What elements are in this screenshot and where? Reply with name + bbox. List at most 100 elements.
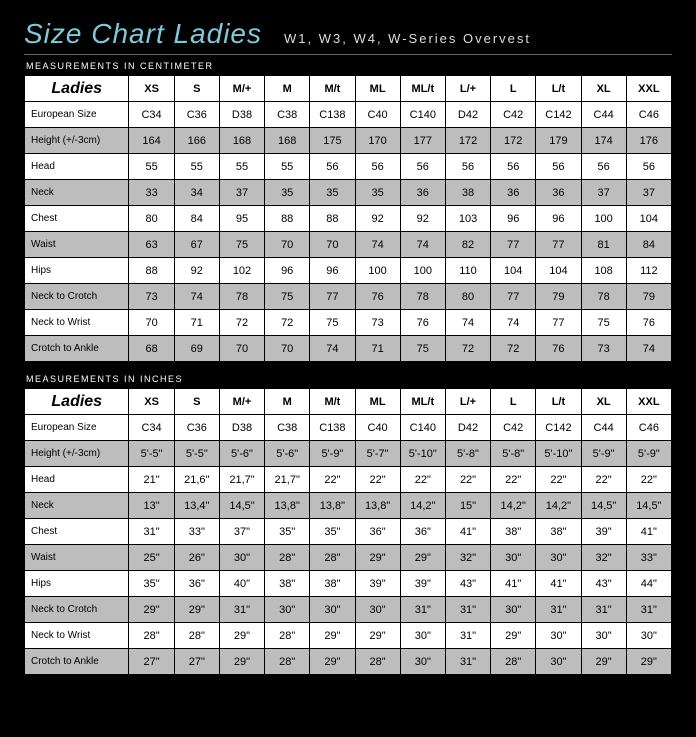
row-label: Height (+/-3cm) [25,128,129,154]
row-label: European Size [25,102,129,128]
size-header: L [491,389,536,415]
data-cell: 73 [129,284,174,310]
data-cell: 39" [355,571,400,597]
data-cell: 81 [581,232,626,258]
size-header: XL [581,76,626,102]
data-cell: 30" [536,623,581,649]
data-cell: D42 [445,415,490,441]
data-cell: C138 [310,415,355,441]
data-cell: 92 [355,206,400,232]
data-cell: 41" [445,519,490,545]
data-cell: 5'-5" [174,441,219,467]
data-cell: 92 [400,206,445,232]
data-cell: 13,8" [265,493,310,519]
size-header: M/t [310,389,355,415]
data-cell: 21,7" [265,467,310,493]
size-header: L/t [536,389,581,415]
data-cell: 77 [310,284,355,310]
data-cell: 22" [626,467,671,493]
data-cell: 78 [219,284,264,310]
data-cell: 172 [445,128,490,154]
size-header: L/t [536,76,581,102]
size-header: XL [581,389,626,415]
caption-cm: MEASUREMENTS IN CENTIMETER [26,61,672,71]
row-label: Neck [25,180,129,206]
table-row: Neck333437353535363836363737 [25,180,672,206]
data-cell: 78 [581,284,626,310]
data-cell: 78 [400,284,445,310]
size-header: ML/t [400,76,445,102]
data-cell: 30" [310,597,355,623]
data-cell: 41" [491,571,536,597]
data-cell: 41" [626,519,671,545]
data-cell: 29" [129,597,174,623]
data-cell: 29" [310,649,355,675]
data-cell: 80 [445,284,490,310]
table-row: Head21"21,6"21,7"21,7"22"22"22"22"22"22"… [25,467,672,493]
data-cell: D38 [219,415,264,441]
data-cell: 43" [445,571,490,597]
data-cell: 92 [174,258,219,284]
data-cell: 28" [129,623,174,649]
data-cell: 32" [445,545,490,571]
data-cell: 28" [265,545,310,571]
data-cell: C42 [491,415,536,441]
data-cell: 164 [129,128,174,154]
data-cell: 168 [265,128,310,154]
row-label: European Size [25,415,129,441]
row-label: Neck to Crotch [25,284,129,310]
data-cell: 36" [400,519,445,545]
row-label: Crotch to Ankle [25,336,129,362]
data-cell: 110 [445,258,490,284]
data-cell: 76 [400,310,445,336]
data-cell: 30" [265,597,310,623]
table-row: Waist25"26"30"28"28"29"29"32"30"30"32"33… [25,545,672,571]
data-cell: 175 [310,128,355,154]
data-cell: 28" [491,649,536,675]
data-cell: 34 [174,180,219,206]
data-cell: C44 [581,415,626,441]
data-cell: 14,2" [400,493,445,519]
row-label: Neck [25,493,129,519]
data-cell: 76 [355,284,400,310]
table-row: Chest808495888892921039696100104 [25,206,672,232]
row-label: Neck to Wrist [25,310,129,336]
data-cell: 13,8" [355,493,400,519]
data-cell: 96 [310,258,355,284]
data-cell: 29" [310,623,355,649]
data-cell: 37 [219,180,264,206]
data-cell: 70 [265,232,310,258]
table-corner: Ladies [25,76,129,102]
data-cell: D38 [219,102,264,128]
table-row: Neck to Wrist28"28"29"28"29"29"30"31"29"… [25,623,672,649]
data-cell: 56 [626,154,671,180]
data-cell: 77 [491,232,536,258]
data-cell: 14,5" [219,493,264,519]
data-cell: 5'-10" [536,441,581,467]
data-cell: C46 [626,415,671,441]
size-header: XS [129,76,174,102]
data-cell: C142 [536,415,581,441]
data-cell: C38 [265,415,310,441]
data-cell: 95 [219,206,264,232]
data-cell: 30" [400,623,445,649]
row-label: Height (+/-3cm) [25,441,129,467]
data-cell: 31" [400,597,445,623]
data-cell: 38 [445,180,490,206]
data-cell: 55 [219,154,264,180]
data-cell: C46 [626,102,671,128]
data-cell: 73 [355,310,400,336]
size-header: L [491,76,536,102]
data-cell: C142 [536,102,581,128]
data-cell: 100 [400,258,445,284]
table-row: Neck to Crotch29"29"31"30"30"30"31"31"30… [25,597,672,623]
data-cell: 56 [355,154,400,180]
data-cell: 28" [265,623,310,649]
size-table-in: LadiesXSSM/+MM/tMLML/tL/+LL/tXLXXLEurope… [24,388,672,675]
data-cell: 72 [219,310,264,336]
data-cell: 38" [310,571,355,597]
table-row: Neck13"13,4"14,5"13,8"13,8"13,8"14,2"15"… [25,493,672,519]
data-cell: 69 [174,336,219,362]
data-cell: 30" [536,545,581,571]
data-cell: 37 [626,180,671,206]
